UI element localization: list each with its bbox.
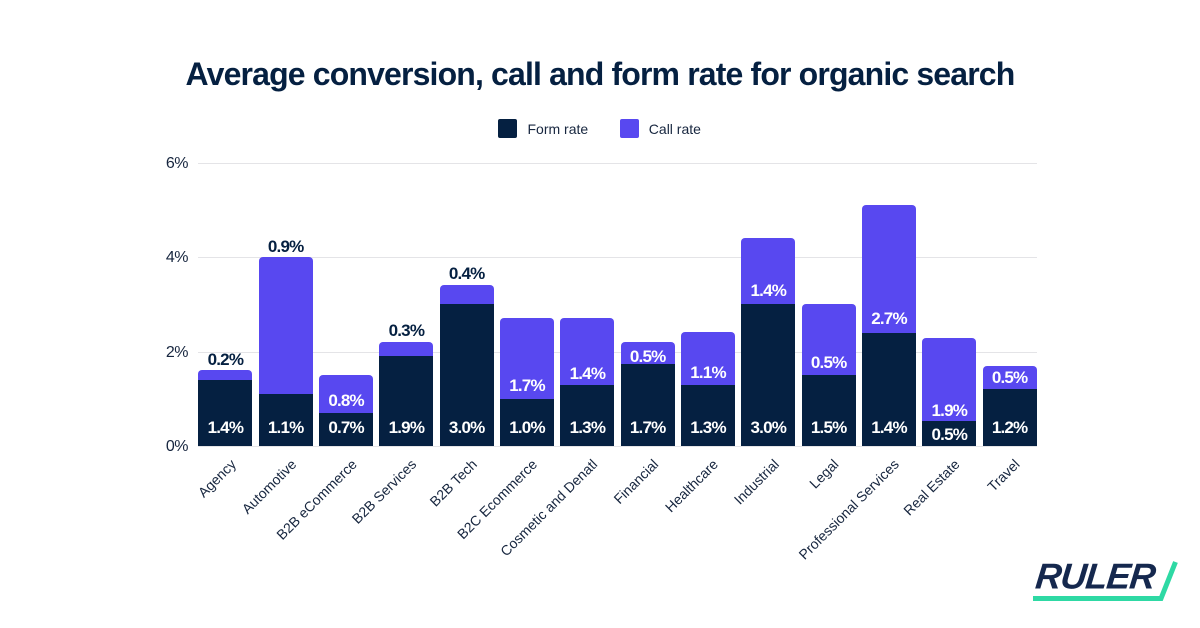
svg-text:RULER: RULER: [1034, 556, 1158, 597]
